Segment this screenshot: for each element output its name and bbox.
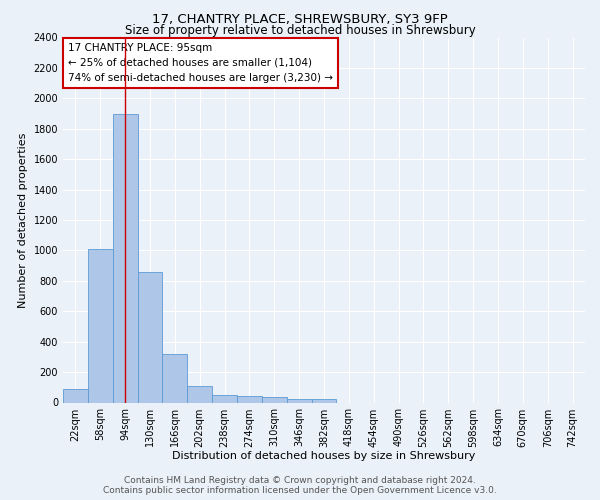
Bar (287, 400, 311, 402)
Bar (212, 395, 237, 402)
Bar (113, 114, 137, 403)
Bar (262, 397, 287, 402)
Bar (163, 354, 187, 403)
Bar (237, 396, 262, 402)
Bar (311, 400, 337, 402)
Text: Size of property relative to detached houses in Shrewsbury: Size of property relative to detached ho… (125, 24, 475, 37)
Text: 17 CHANTRY PLACE: 95sqm
← 25% of detached houses are smaller (1,104)
74% of semi: 17 CHANTRY PLACE: 95sqm ← 25% of detache… (68, 43, 333, 82)
Bar (63, 389, 88, 402)
Y-axis label: Number of detached properties: Number of detached properties (18, 132, 28, 308)
Text: Contains HM Land Registry data © Crown copyright and database right 2024.: Contains HM Land Registry data © Crown c… (124, 476, 476, 485)
Bar (137, 272, 163, 402)
Text: 17, CHANTRY PLACE, SHREWSBURY, SY3 9FP: 17, CHANTRY PLACE, SHREWSBURY, SY3 9FP (152, 12, 448, 26)
Text: Contains public sector information licensed under the Open Government Licence v3: Contains public sector information licen… (103, 486, 497, 495)
Bar (187, 386, 212, 402)
X-axis label: Distribution of detached houses by size in Shrewsbury: Distribution of detached houses by size … (172, 451, 476, 461)
Bar (88, 249, 113, 402)
